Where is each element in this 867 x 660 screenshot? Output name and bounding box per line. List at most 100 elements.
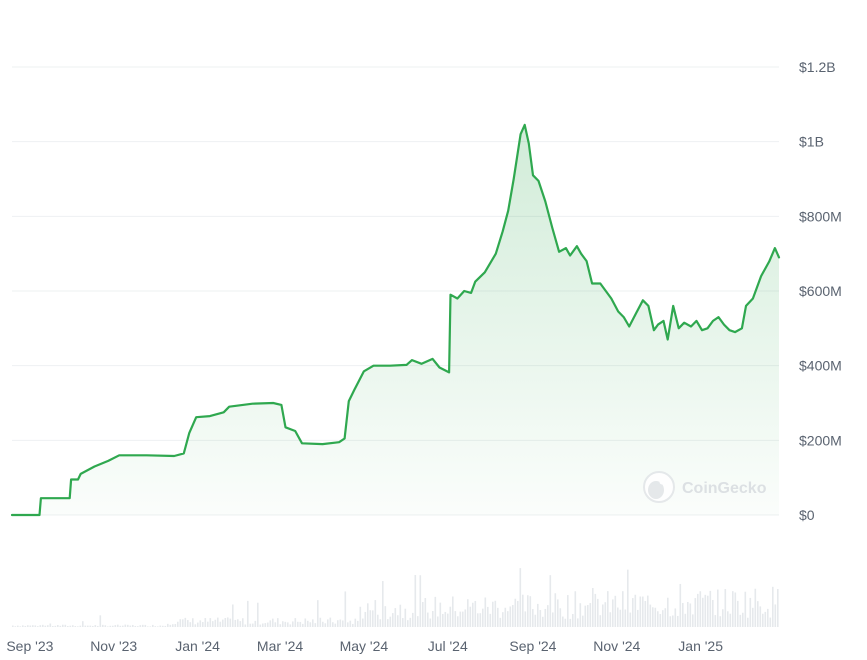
volume-bar	[284, 621, 287, 627]
volume-bar	[542, 616, 544, 627]
volume-bar	[539, 609, 542, 627]
volume-bar	[22, 625, 24, 627]
volume-bar	[702, 597, 704, 627]
series-line-path[interactable]	[10, 123, 781, 517]
volume-bar	[39, 625, 42, 627]
volume-bar	[499, 617, 502, 627]
volume-bar	[577, 618, 579, 627]
volume-bar	[94, 625, 97, 627]
volume-bar	[172, 624, 174, 627]
volume-bar	[529, 596, 532, 627]
volume-bar	[14, 626, 17, 627]
volume-bars	[12, 568, 779, 627]
volume-bar	[117, 624, 119, 627]
x-tick-label: Jul '24	[428, 638, 468, 654]
volume-bar	[612, 599, 614, 627]
volume-bar	[769, 617, 772, 627]
x-tick-label: Nov '23	[90, 638, 137, 654]
volume-bar	[347, 622, 349, 627]
volume-bar	[287, 622, 289, 627]
volume-bar	[694, 598, 697, 627]
volume-bar	[647, 595, 649, 627]
volume-bar	[627, 569, 629, 627]
volume-bar	[752, 607, 754, 627]
volume-bar	[244, 624, 247, 627]
volume-bar	[719, 616, 722, 627]
volume-bar	[102, 624, 104, 627]
volume-bar	[359, 606, 362, 627]
volume-bar	[132, 624, 134, 627]
volume-bar	[514, 598, 517, 627]
volume-bar	[419, 575, 422, 627]
volume-bar	[84, 625, 87, 627]
volume-bar	[372, 610, 374, 627]
volume-bar	[649, 604, 652, 627]
volume-bar	[654, 607, 657, 627]
volume-bar	[62, 624, 64, 627]
volume-bar	[44, 625, 47, 627]
volume-bar	[492, 601, 494, 627]
volume-bar	[319, 617, 322, 627]
series-line	[10, 123, 781, 517]
volume-bar	[607, 591, 609, 627]
volume-bar	[49, 623, 52, 627]
volume-bar	[394, 608, 397, 627]
volume-bar	[509, 606, 512, 627]
volume-bar	[224, 617, 227, 627]
volume-bar	[174, 624, 177, 627]
volume-bar	[522, 594, 524, 627]
volume-bar	[447, 613, 449, 627]
volume-bar	[662, 610, 664, 627]
volume-bar	[17, 625, 19, 627]
volume-bar	[344, 591, 347, 627]
volume-bar	[457, 616, 459, 627]
volume-bar	[749, 597, 752, 627]
volume-bar	[239, 621, 242, 627]
volume-bar	[124, 624, 127, 627]
x-tick-label: May '24	[340, 638, 389, 654]
volume-bar	[674, 608, 677, 627]
volume-bar	[489, 613, 492, 627]
volume-bar	[52, 626, 54, 627]
y-tick-label: $0	[799, 507, 815, 523]
y-tick-label: $600M	[799, 283, 842, 299]
volume-bar	[317, 600, 319, 627]
volume-bar	[202, 622, 204, 627]
gecko-logo-icon	[643, 471, 675, 503]
volume-bar	[642, 596, 644, 627]
volume-bar	[712, 599, 714, 627]
volume-bar	[602, 604, 604, 627]
volume-bar	[549, 575, 552, 627]
volume-bar	[692, 614, 694, 627]
volume-bar	[342, 620, 344, 627]
volume-bar	[639, 596, 642, 627]
volume-bar	[559, 608, 562, 627]
volume-bar	[469, 606, 472, 627]
x-tick-label: Nov '24	[593, 638, 640, 654]
volume-bar	[439, 602, 442, 627]
volume-bar	[389, 616, 392, 627]
volume-bar	[179, 619, 182, 627]
volume-bar	[552, 612, 554, 627]
volume-bar	[99, 615, 102, 627]
volume-bar	[334, 623, 337, 627]
volume-bar	[744, 591, 747, 627]
volume-bar	[622, 591, 624, 627]
volume-bar	[97, 625, 99, 627]
volume-bar	[377, 614, 379, 627]
volume-bar	[584, 605, 587, 627]
volume-bar	[417, 616, 419, 627]
x-tick-label: Sep '24	[509, 638, 556, 654]
volume-bar	[619, 609, 622, 627]
volume-bar	[437, 616, 439, 627]
volume-bar	[332, 622, 334, 627]
volume-bar	[12, 625, 14, 627]
volume-bar	[357, 620, 359, 627]
volume-bar	[177, 621, 179, 627]
volume-bar	[527, 595, 529, 627]
volume-bar	[667, 597, 669, 627]
volume-bar	[129, 625, 132, 627]
volume-bar	[717, 589, 719, 627]
volume-bar	[292, 621, 294, 627]
